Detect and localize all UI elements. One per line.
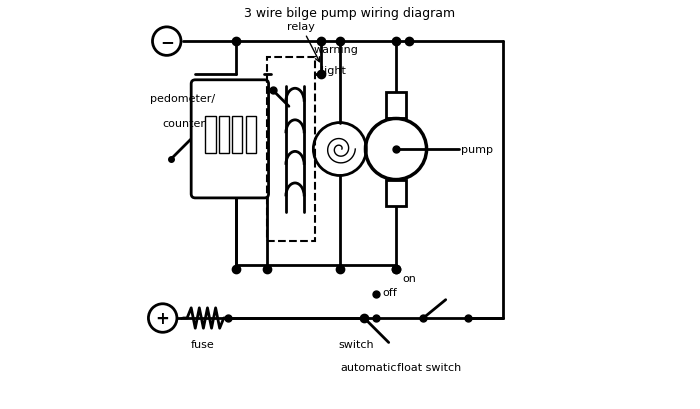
Bar <box>219 117 229 154</box>
Bar <box>267 58 316 241</box>
Text: on: on <box>402 274 416 283</box>
Bar <box>386 180 406 207</box>
Text: 3 wire bilge pump wiring diagram: 3 wire bilge pump wiring diagram <box>244 7 456 20</box>
Text: automatic: automatic <box>340 362 397 372</box>
Text: off: off <box>383 287 398 297</box>
Text: warning: warning <box>314 45 358 55</box>
Text: relay: relay <box>287 22 319 63</box>
Text: light: light <box>321 65 346 75</box>
Text: counter: counter <box>162 118 206 128</box>
Text: switch: switch <box>338 339 374 350</box>
Text: pedometer/: pedometer/ <box>150 94 216 104</box>
Text: fuse: fuse <box>191 339 215 350</box>
Bar <box>386 93 406 119</box>
Text: float switch: float switch <box>398 362 461 372</box>
Bar <box>205 117 216 154</box>
Bar <box>246 117 256 154</box>
Bar <box>232 117 242 154</box>
Text: +: + <box>155 309 169 327</box>
FancyBboxPatch shape <box>191 81 269 198</box>
Text: pump: pump <box>461 145 493 155</box>
Text: −: − <box>160 33 174 51</box>
